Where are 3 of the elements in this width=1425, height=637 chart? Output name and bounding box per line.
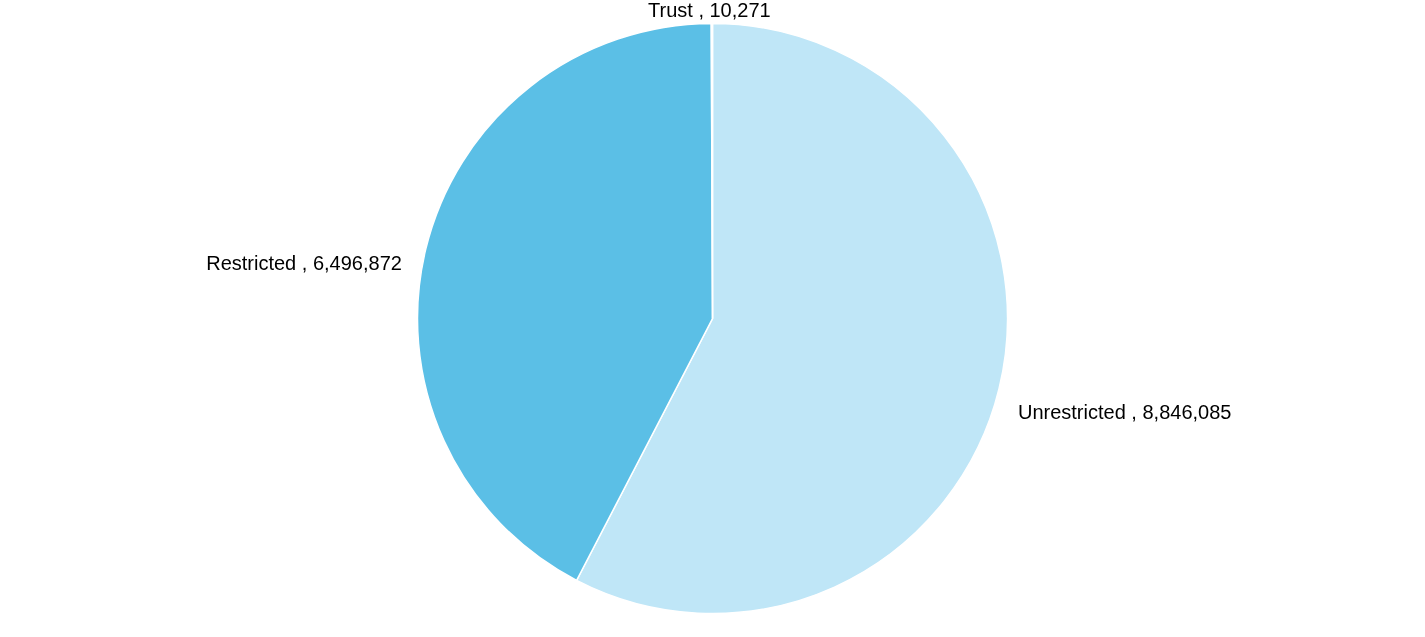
slice-label: Trust , 10,271 <box>648 0 771 21</box>
slice-label: Unrestricted , 8,846,085 <box>1017 401 1232 424</box>
slice-label: Restricted , 6,496,872 <box>206 251 402 274</box>
